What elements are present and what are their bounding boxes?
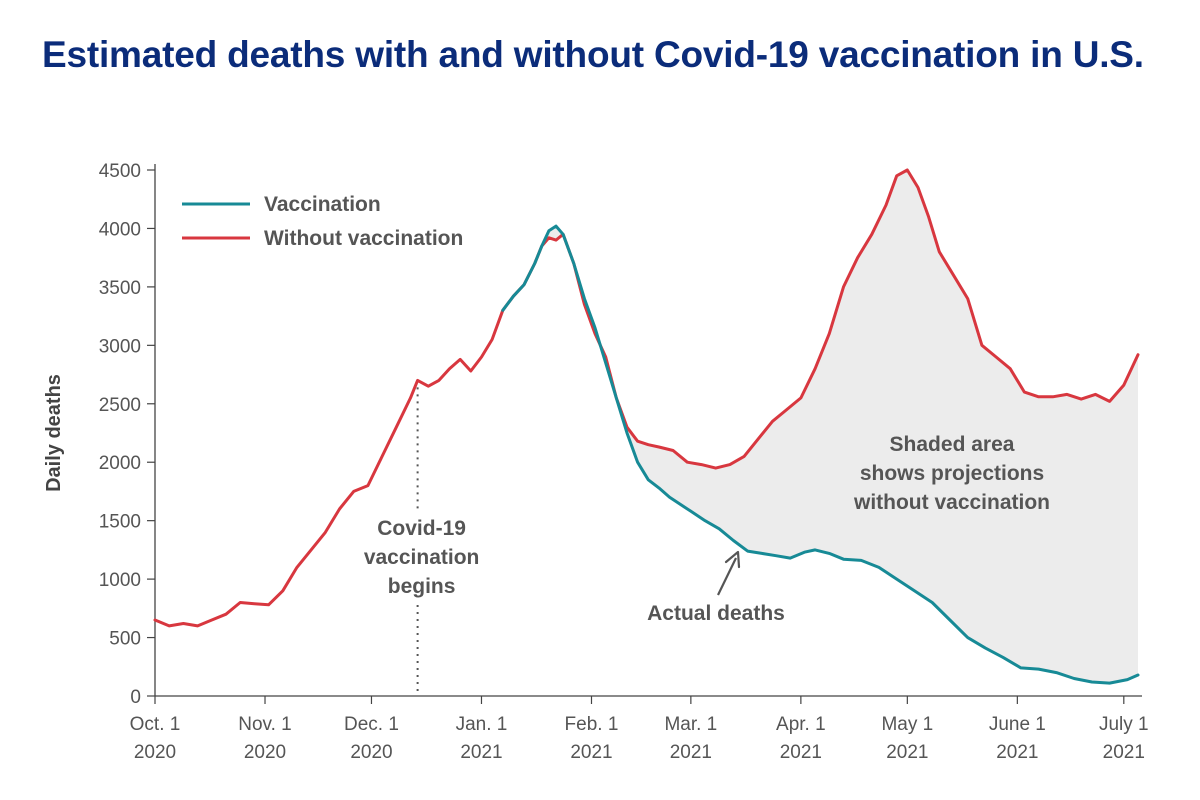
x-tick-label-month: May 1 (881, 714, 933, 735)
x-tick-label-year: 2021 (886, 742, 928, 763)
x-tick-label-month: July 1 (1099, 714, 1149, 735)
chart-title: Estimated deaths with and without Covid-… (42, 34, 1144, 75)
y-tick-label: 2500 (99, 395, 141, 416)
annotation-vaccination-begins: vaccination (364, 546, 480, 569)
y-tick-label: 4000 (99, 219, 141, 240)
y-tick-label: 3000 (99, 336, 141, 357)
x-tick-label-year: 2021 (1103, 742, 1145, 763)
x-tick-label-year: 2020 (350, 742, 392, 763)
x-tick-label-month: Apr. 1 (776, 714, 826, 735)
x-tick-label-month: Feb. 1 (565, 714, 619, 735)
actual-deaths-arrow-shaft (717, 557, 737, 596)
y-tick-label: 2000 (99, 453, 141, 474)
x-tick-label-year: 2021 (780, 742, 822, 763)
y-tick-label: 500 (109, 629, 141, 650)
actual-deaths-arrow-head (724, 550, 741, 569)
annotation-actual-deaths: Actual deaths (647, 602, 785, 625)
y-tick-label: 0 (130, 687, 141, 708)
y-tick-label: 3500 (99, 278, 141, 299)
annotation-vaccination-begins: begins (388, 575, 456, 598)
annotations: Covid-19 vaccination begins Actual deaths Sh… (364, 380, 1050, 696)
x-tick-label-year: 2021 (570, 742, 612, 763)
legend-label: Vaccination (264, 193, 381, 216)
x-tick-label-month: Nov. 1 (238, 714, 292, 735)
y-axis-title: Daily deaths (43, 374, 65, 492)
x-tick-label-month: Oct. 1 (130, 714, 181, 735)
y-tick-label: 1500 (99, 512, 141, 533)
x-tick-label-year: 2021 (460, 742, 502, 763)
legend: Vaccination Without vaccination (182, 193, 463, 250)
x-tick-label-month: Mar. 1 (664, 714, 717, 735)
axes (154, 164, 1142, 697)
tick-labels: 0 500 1000 1500 2000 2500 3000 3500 4000 4500 Oct.… (43, 161, 1149, 763)
x-tick-label-year: 2021 (996, 742, 1038, 763)
series-lines (153, 168, 1140, 685)
legend-label: Without vaccination (264, 227, 463, 250)
annotation-shaded-area: Shaded area (890, 433, 1015, 456)
series-line-vaccination (501, 224, 1140, 685)
x-tick-label-month: Jan. 1 (456, 714, 508, 735)
x-tick-label-year: 2020 (244, 742, 286, 763)
x-tick-label-month: June 1 (989, 714, 1046, 735)
x-tick-label-month: Dec. 1 (344, 714, 399, 735)
annotation-vaccination-begins: Covid-19 (377, 517, 466, 540)
projection-shaded-area (502, 170, 1138, 684)
x-tick-label-year: 2021 (670, 742, 712, 763)
y-tick-label: 1000 (99, 570, 141, 591)
y-tick-label: 4500 (99, 161, 141, 182)
x-tick-label-year: 2020 (134, 742, 176, 763)
annotation-shaded-area: shows projections (860, 462, 1044, 485)
annotation-shaded-area: without vaccination (853, 491, 1050, 514)
projection-shaded-area-layer (502, 170, 1138, 684)
